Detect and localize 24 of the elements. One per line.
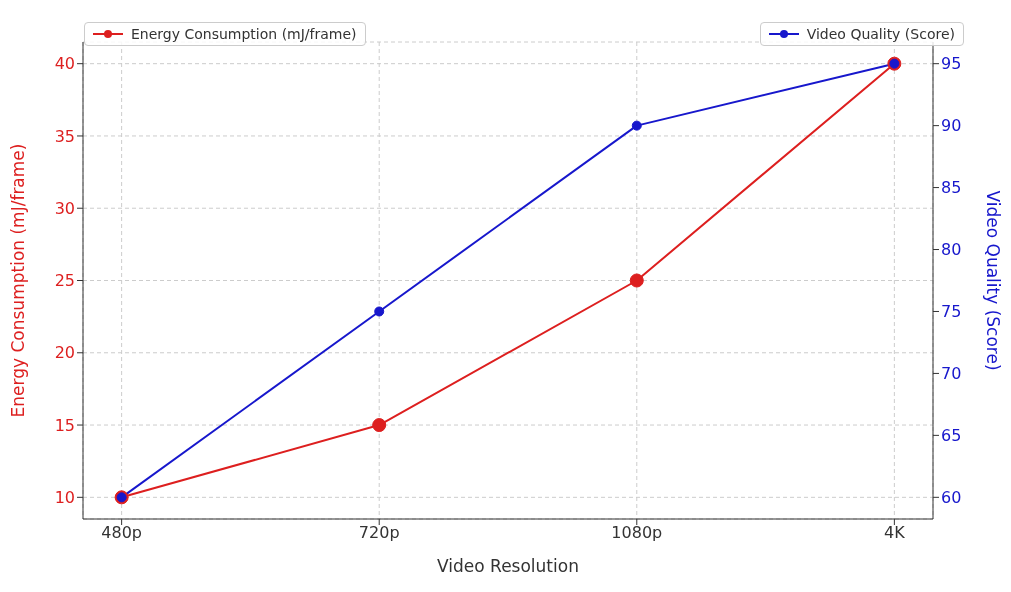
y2-tick-label: 95 [941, 54, 962, 74]
legend-label: Video Quality (Score) [806, 26, 955, 42]
x-tick-label: 1080p [611, 523, 663, 543]
x-tick-label: 720p [358, 523, 400, 543]
y-axis-title: Energy Consumption (mJ/frame) [8, 143, 29, 418]
y2-axis-title: Video Quality (Score) [982, 190, 1003, 371]
x-tick-label: 480p [101, 523, 142, 543]
y2-tick-label: 65 [941, 426, 962, 446]
y-tick-label: 25 [54, 271, 75, 291]
y-tick-label: 35 [54, 126, 75, 146]
y-tick-label: 10 [54, 488, 75, 507]
y-tick-label: 40 [54, 54, 75, 74]
y2-tick-label: 85 [941, 178, 962, 198]
x-tick-label: 4K [884, 523, 906, 543]
y-tick-label: 15 [54, 415, 75, 435]
x-axis-title: Video Resolution [437, 556, 579, 576]
y-tick-label: 20 [54, 343, 75, 363]
y-tick-label: 30 [54, 198, 75, 218]
y2-tick-label: 80 [941, 240, 962, 260]
y2-tick-label: 90 [941, 116, 962, 136]
y2-tick-label: 60 [941, 488, 962, 507]
y2-tick-label: 70 [941, 364, 962, 384]
y2-tick-label: 75 [941, 302, 962, 322]
legend-label: Energy Consumption (mJ/frame) [131, 26, 357, 42]
